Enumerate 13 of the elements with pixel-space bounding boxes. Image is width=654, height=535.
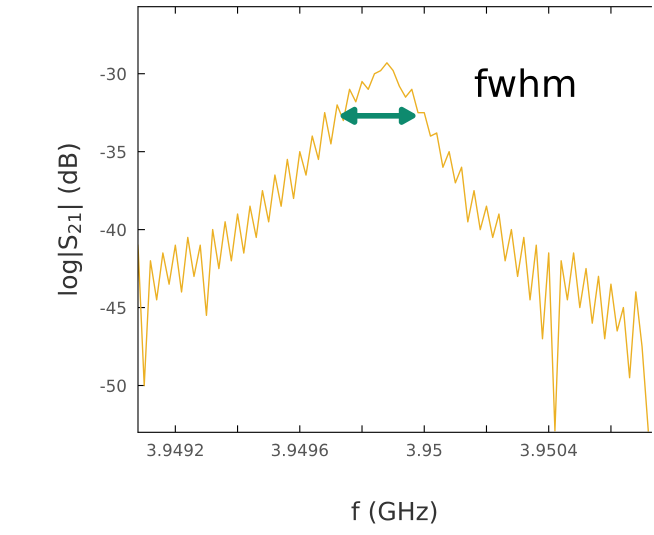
y-tick-label: -50 [100, 379, 126, 392]
x-tick-label: 3.9492 [147, 444, 203, 456]
y-tick-label: -35 [100, 146, 126, 158]
line-series [138, 62, 649, 432]
y-tick-label: -30 [100, 68, 126, 80]
x-axis-title: f (GHz) [351, 501, 436, 524]
y-tick-label: -45 [100, 302, 126, 314]
x-tick-label: 3.9504 [520, 444, 577, 456]
x-tick-label: 3.95 [406, 444, 442, 456]
annotation: fwhm [474, 68, 574, 97]
x-tick-label: 3.9496 [272, 444, 328, 456]
y-axis-title: log|S$_{21}$| (dB) [58, 144, 83, 294]
y-tick-label: -40 [100, 224, 126, 236]
